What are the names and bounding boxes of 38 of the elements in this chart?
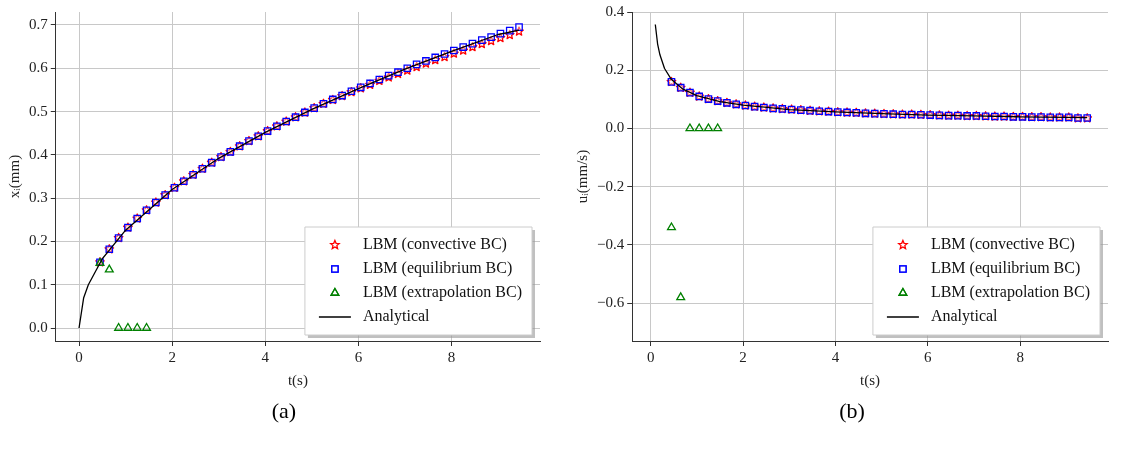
y-tick-label: 0.7 [29,15,49,32]
y-tick-label: −0.4 [596,235,625,252]
x-axis-title: t(s) [287,371,308,389]
x-axis-title: t(s) [860,371,881,389]
x-tick-label: 8 [1016,348,1024,365]
y-tick-label: 0.1 [29,275,48,292]
y-tick-label: 0.5 [29,102,48,119]
x-tick-label: 6 [354,348,363,365]
y-tick-label: 0.0 [29,318,48,335]
x-tick-label: 2 [739,348,747,365]
x-tick-label: 6 [924,348,933,365]
legend-label: LBM (convective BC) [930,235,1075,254]
legend-label: LBM (equilibrium BC) [362,259,513,278]
x-tick-label: 4 [831,348,840,365]
legend-label: Analytical [930,307,999,326]
y-tick-label: −0.6 [596,294,625,311]
legend-label: Analytical [362,307,431,326]
legend-label: LBM (extrapolation BC) [362,283,523,302]
text: (a) [271,398,297,424]
y-tick-label: 0.3 [29,189,48,206]
text: (b) [839,398,865,424]
legend-label: LBM (convective BC) [362,235,507,254]
y-tick-label: 0.6 [29,59,49,76]
x-tick-label: 0 [75,348,83,365]
legend-label: LBM (equilibrium BC) [930,259,1081,278]
y-tick-label: 0.4 [29,145,49,162]
y-axis-title: xᵢ(mm) [5,154,23,199]
x-tick-label: 2 [168,348,176,365]
y-tick-label: 0.0 [605,119,625,136]
x-tick-label: 8 [447,348,456,365]
x-tick-label: 0 [646,348,655,365]
y-tick-label: 0.4 [605,2,625,19]
y-tick-label: 0.2 [29,232,48,249]
y-tick-label: 0.2 [605,61,625,78]
y-axis-title: uᵢ(mm/s) [573,149,591,204]
y-tick-label: −0.2 [596,177,625,194]
x-tick-label: 4 [261,348,270,365]
legend-label: LBM (extrapolation BC) [930,283,1091,302]
